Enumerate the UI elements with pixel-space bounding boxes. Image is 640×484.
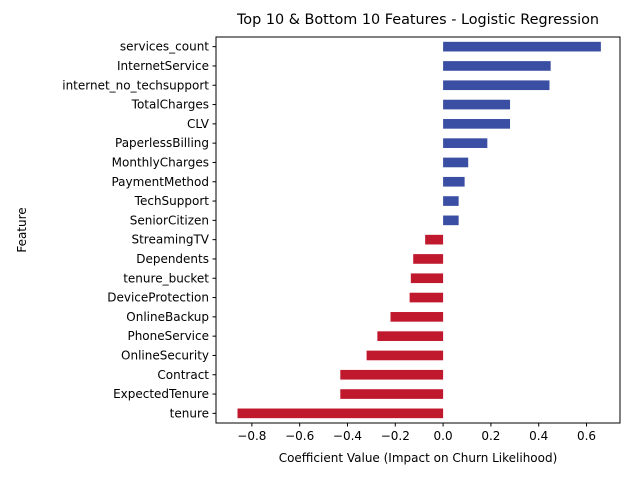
x-tick-label: −0.4 xyxy=(333,429,362,443)
y-tick-label: tenure xyxy=(170,406,209,420)
y-axis-ticks: services_count InternetService internet_no… xyxy=(62,40,216,420)
y-tick-label: Dependents xyxy=(136,252,209,266)
y-tick-label: DeviceProtection xyxy=(107,291,209,305)
bar-Contract xyxy=(340,369,444,380)
y-tick-label: StreamingTV xyxy=(131,233,209,247)
x-tick-label: 0.6 xyxy=(577,429,596,443)
bar-ExpectedTenure xyxy=(340,389,444,399)
x-tick-label: −0.6 xyxy=(285,429,314,443)
x-axis-ticks: −0.8 −0.6 −0.4 −0.2 0.0 0.2 0.4 0.6 xyxy=(237,423,596,443)
y-tick-label: PaymentMethod xyxy=(111,175,209,189)
bars-group xyxy=(237,41,601,419)
bar-TotalCharges xyxy=(443,99,511,110)
x-tick-label: 0.4 xyxy=(529,429,548,443)
bar-tenure xyxy=(237,408,444,419)
bar-internet_no_techsupport xyxy=(443,80,550,91)
x-tick-label: 0.2 xyxy=(481,429,500,443)
y-tick-label: CLV xyxy=(187,117,210,131)
y-tick-label: Contract xyxy=(157,368,209,382)
bar-DeviceProtection xyxy=(409,292,444,303)
x-tick-label: 0.0 xyxy=(434,429,453,443)
bar-StreamingTV xyxy=(425,234,444,245)
y-tick-label: OnlineSecurity xyxy=(121,348,209,362)
bar-tenure_bucket xyxy=(410,273,444,284)
bar-OnlineSecurity xyxy=(366,350,444,361)
y-tick-label: PaperlessBilling xyxy=(115,136,209,150)
bar-CLV xyxy=(443,119,511,129)
bar-PaymentMethod xyxy=(443,176,465,187)
x-tick-label: −0.8 xyxy=(237,429,266,443)
x-axis-label: Coefficient Value (Impact on Churn Likel… xyxy=(279,451,558,465)
y-tick-label: services_count xyxy=(120,40,209,54)
bar-MonthlyCharges xyxy=(443,157,469,168)
bar-SeniorCitizen xyxy=(443,215,459,226)
y-tick-label: MonthlyCharges xyxy=(112,155,209,169)
bar-PhoneService xyxy=(377,331,444,341)
plot-frame xyxy=(215,36,621,424)
y-tick-label: internet_no_techsupport xyxy=(62,78,209,92)
bar-services_count xyxy=(443,41,601,52)
y-tick-label: SeniorCitizen xyxy=(130,213,209,227)
y-tick-label: tenure_bucket xyxy=(123,271,209,285)
chart-title: Top 10 & Bottom 10 Features - Logistic R… xyxy=(236,12,599,28)
bar-Dependents xyxy=(413,254,444,264)
bar-OnlineBackup xyxy=(390,312,444,322)
bar-TechSupport xyxy=(443,196,459,206)
y-tick-label: PhoneService xyxy=(127,329,209,343)
y-axis-label: Feature xyxy=(15,207,29,252)
y-tick-label: TotalCharges xyxy=(131,98,209,112)
y-tick-label: OnlineBackup xyxy=(126,310,209,324)
y-tick-label: TechSupport xyxy=(134,194,210,208)
y-tick-label: InternetService xyxy=(117,59,209,73)
y-tick-label: ExpectedTenure xyxy=(113,387,209,401)
x-tick-label: −0.2 xyxy=(381,429,410,443)
bar-InternetService xyxy=(443,61,551,71)
bar-PaperlessBilling xyxy=(443,138,488,148)
